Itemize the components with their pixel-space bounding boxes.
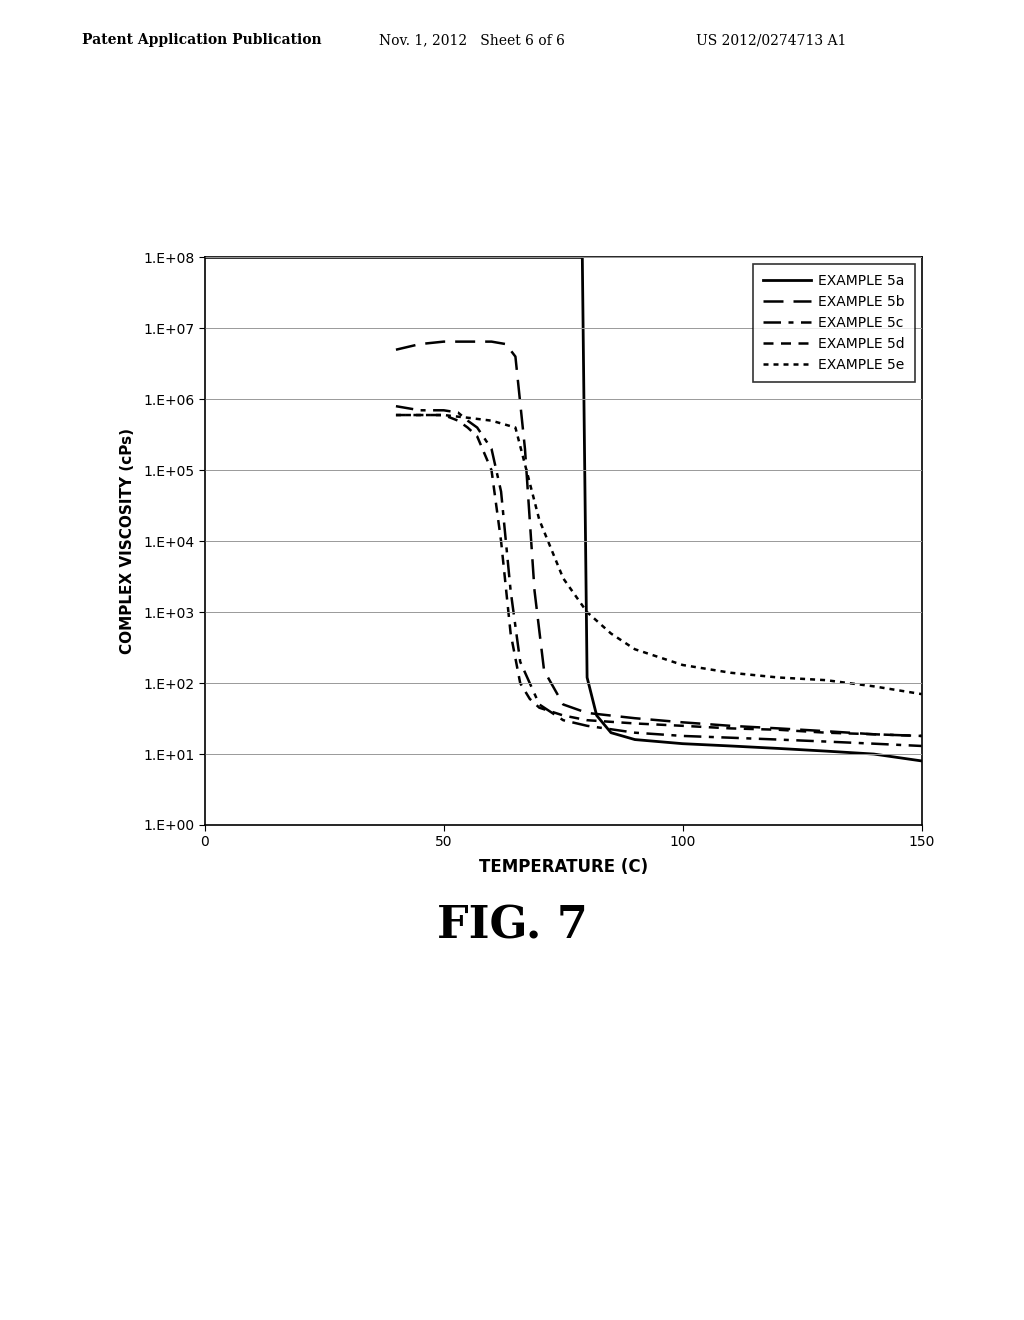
Text: Patent Application Publication: Patent Application Publication bbox=[82, 33, 322, 48]
Text: Nov. 1, 2012   Sheet 6 of 6: Nov. 1, 2012 Sheet 6 of 6 bbox=[379, 33, 565, 48]
Y-axis label: COMPLEX VISCOSITY (cPs): COMPLEX VISCOSITY (cPs) bbox=[120, 428, 135, 655]
X-axis label: TEMPERATURE (C): TEMPERATURE (C) bbox=[478, 858, 648, 875]
Legend: EXAMPLE 5a, EXAMPLE 5b, EXAMPLE 5c, EXAMPLE 5d, EXAMPLE 5e: EXAMPLE 5a, EXAMPLE 5b, EXAMPLE 5c, EXAM… bbox=[753, 264, 914, 381]
Text: US 2012/0274713 A1: US 2012/0274713 A1 bbox=[696, 33, 847, 48]
Text: FIG. 7: FIG. 7 bbox=[436, 904, 588, 948]
